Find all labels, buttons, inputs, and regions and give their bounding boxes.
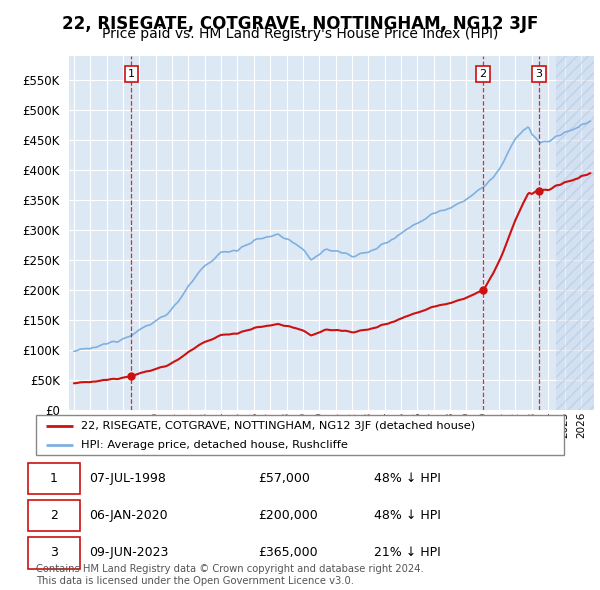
Text: 21% ↓ HPI: 21% ↓ HPI (374, 546, 440, 559)
Text: 48% ↓ HPI: 48% ↓ HPI (374, 509, 441, 522)
Text: 3: 3 (50, 546, 58, 559)
Text: 2: 2 (479, 69, 487, 78)
Text: £200,000: £200,000 (258, 509, 317, 522)
FancyBboxPatch shape (28, 537, 80, 569)
Text: 06-JAN-2020: 06-JAN-2020 (89, 509, 167, 522)
Text: 09-JUN-2023: 09-JUN-2023 (89, 546, 168, 559)
Text: 2: 2 (50, 509, 58, 522)
Bar (556, 56, 594, 410)
Text: 22, RISEGATE, COTGRAVE, NOTTINGHAM, NG12 3JF (detached house): 22, RISEGATE, COTGRAVE, NOTTINGHAM, NG12… (81, 421, 475, 431)
Text: Contains HM Land Registry data © Crown copyright and database right 2024.
This d: Contains HM Land Registry data © Crown c… (36, 564, 424, 586)
Text: 48% ↓ HPI: 48% ↓ HPI (374, 472, 441, 485)
FancyBboxPatch shape (28, 463, 80, 494)
Text: HPI: Average price, detached house, Rushcliffe: HPI: Average price, detached house, Rush… (81, 440, 348, 450)
Text: 3: 3 (536, 69, 542, 78)
Text: £57,000: £57,000 (258, 472, 310, 485)
Text: Price paid vs. HM Land Registry's House Price Index (HPI): Price paid vs. HM Land Registry's House … (102, 27, 498, 41)
FancyBboxPatch shape (28, 500, 80, 532)
Text: 1: 1 (50, 472, 58, 485)
FancyBboxPatch shape (36, 415, 564, 455)
Text: £365,000: £365,000 (258, 546, 317, 559)
Text: 1: 1 (128, 69, 135, 78)
Text: 22, RISEGATE, COTGRAVE, NOTTINGHAM, NG12 3JF: 22, RISEGATE, COTGRAVE, NOTTINGHAM, NG12… (62, 15, 538, 33)
Text: 07-JUL-1998: 07-JUL-1998 (89, 472, 166, 485)
